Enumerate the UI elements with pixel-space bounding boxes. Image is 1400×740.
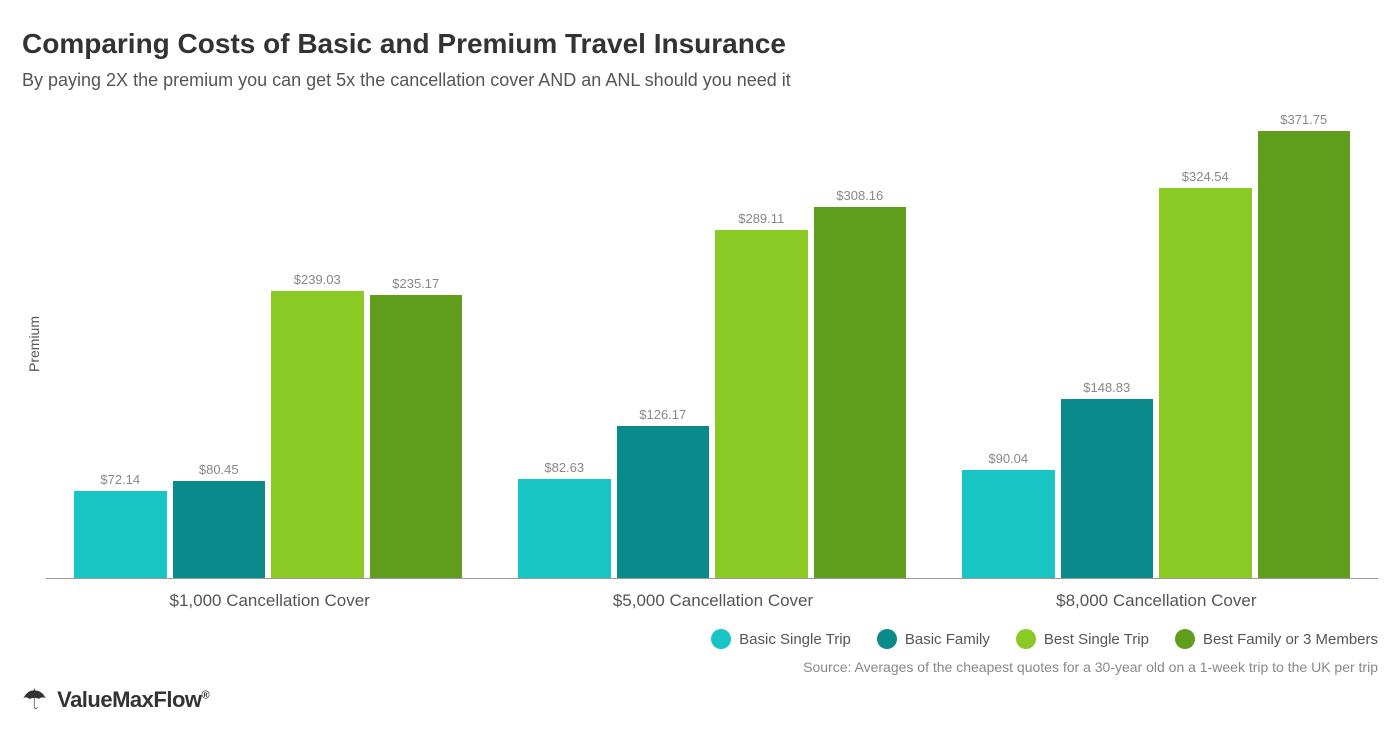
legend: Basic Single Trip Basic Family Best Single… [48,629,1378,649]
chart-plot-area: Premium $72.14 $80.45 $239.03 $235.17 $82.63… [22,109,1378,579]
bar: $308.16 [814,109,907,578]
bar-rect [962,470,1055,578]
bar-rect [370,295,463,578]
x-axis-label: $8,000 Cancellation Cover [935,579,1378,611]
bar: $239.03 [271,109,364,578]
legend-item: Basic Single Trip [711,629,851,649]
bar-rect [1159,188,1252,578]
x-axis-label: $5,000 Cancellation Cover [491,579,934,611]
bar-value-label: $126.17 [639,407,686,422]
bar: $289.11 [715,109,808,578]
x-axis-labels: $1,000 Cancellation Cover$5,000 Cancella… [48,579,1378,611]
chart-title: Comparing Costs of Basic and Premium Tra… [22,28,1378,60]
bar: $90.04 [962,109,1055,578]
source-note: Source: Averages of the cheapest quotes … [22,659,1378,675]
bar-value-label: $289.11 [738,211,784,226]
legend-swatch [1016,629,1036,649]
legend-item: Best Family or 3 Members [1175,629,1378,649]
bar: $371.75 [1258,109,1351,578]
bar: $72.14 [74,109,167,578]
bar: $126.17 [617,109,710,578]
bar: $82.63 [518,109,611,578]
bar-rect [74,491,167,578]
bar-value-label: $239.03 [294,272,341,287]
plot: $72.14$80.45$239.03$235.17$82.63$126.17$… [46,109,1378,579]
bar-value-label: $235.17 [392,276,439,291]
chart-infographic: Comparing Costs of Basic and Premium Tra… [0,0,1400,740]
bar-rect [1061,399,1154,578]
bar-value-label: $308.16 [836,188,883,203]
legend-label: Best Family or 3 Members [1203,631,1378,648]
bar: $235.17 [370,109,463,578]
legend-label: Basic Family [905,631,990,648]
bar: $148.83 [1061,109,1154,578]
bar-rect [173,481,266,578]
bar-rect [814,207,907,578]
bar: $324.54 [1159,109,1252,578]
bar-value-label: $80.45 [199,462,239,477]
bar-value-label: $90.04 [988,451,1028,466]
bar-rect [1258,131,1351,578]
bar-rect [271,291,364,578]
bar-rect [518,479,611,578]
bar-value-label: $72.14 [100,472,140,487]
bar-value-label: $148.83 [1083,380,1130,395]
bar-value-label: $82.63 [544,460,584,475]
brand-name: ValueMaxFlow® [57,687,209,713]
brand-logo: ☂ ValueMaxFlow® [22,683,209,716]
bar-group: $82.63 $126.17 $289.11 $308.16 [490,109,934,578]
bar: $80.45 [173,109,266,578]
umbrella-icon: ☂ [22,683,47,716]
legend-label: Best Single Trip [1044,631,1149,648]
legend-swatch [1175,629,1195,649]
legend-swatch [711,629,731,649]
chart-subtitle: By paying 2X the premium you can get 5x … [22,70,1378,91]
bar-rect [617,426,710,578]
bar-rect [715,230,808,578]
bar-value-label: $324.54 [1182,169,1229,184]
bar-value-label: $371.75 [1280,112,1327,127]
legend-item: Basic Family [877,629,990,649]
x-axis-label: $1,000 Cancellation Cover [48,579,491,611]
bar-group: $90.04 $148.83 $324.54 $371.75 [934,109,1378,578]
legend-label: Basic Single Trip [739,631,851,648]
legend-swatch [877,629,897,649]
bar-group: $72.14 $80.45 $239.03 $235.17 [46,109,490,578]
legend-item: Best Single Trip [1016,629,1149,649]
y-axis-label: Premium [22,109,46,579]
